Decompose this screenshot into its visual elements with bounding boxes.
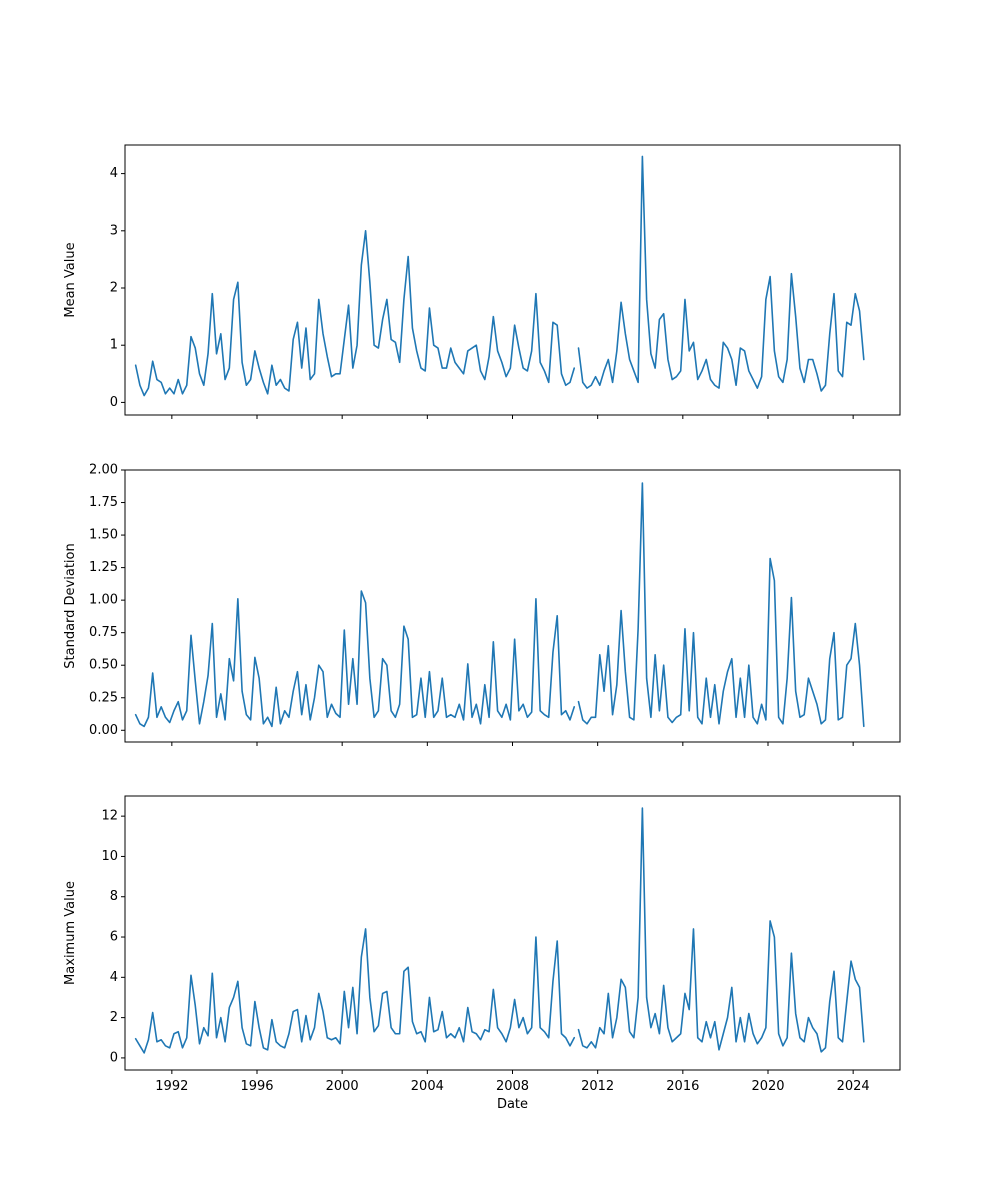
standard-deviation-axes-frame [124,469,901,743]
standard-deviation-y-tick-label: 0.25 [89,690,118,705]
mean-value-series-line-1 [577,155,865,392]
mean-value-y-tick-label: 4 [110,166,118,181]
standard-deviation-y-tick-label: 0.00 [89,723,118,738]
maximum-value-y-tick-label: 8 [110,889,118,904]
maximum-value-series-line-1 [577,807,865,1053]
maximum-value-y-tick-label: 12 [101,809,118,824]
maximum-value-x-axis-label: Date [497,1097,528,1112]
mean-value-y-tick-label: 2 [110,281,118,296]
standard-deviation-y-tick-label: 1.25 [89,560,118,575]
mean-value-panel: 0 1 2 3 4 Mean Value [63,144,901,419]
standard-deviation-y-tick-label: 1.00 [89,593,118,608]
maximum-value-x-tick-label: 2004 [411,1079,444,1094]
standard-deviation-y-tick-label: 1.50 [89,528,118,543]
maximum-value-axes-frame [124,795,901,1071]
maximum-value-y-axis-label: Maximum Value [63,881,78,985]
maximum-value-x-tick-label: 1992 [155,1079,188,1094]
standard-deviation-y-tick-label: 1.75 [89,495,118,510]
maximum-value-x-tick-label: 2000 [326,1079,359,1094]
maximum-value-x-tick-label: 2016 [666,1079,699,1094]
maximum-value-x-tick-label: 2024 [837,1079,870,1094]
maximum-value-y-tick-label: 4 [110,970,118,985]
maximum-value-y-tick-label: 0 [110,1050,118,1065]
standard-deviation-series-line-0 [134,590,576,728]
maximum-value-panel: 0 2 4 6 8 10 12 1992 1996 2000 2004 2008 2012 2016 202… [63,795,901,1112]
standard-deviation-panel: 0.00 0.25 0.50 0.75 1.00 1.25 1.50 1.75 2.00 Stan… [63,463,901,746]
maximum-value-y-tick-label: 10 [101,849,118,864]
maximum-value-y-tick-label: 2 [110,1010,118,1025]
maximum-value-series-line-0 [134,928,576,1054]
mean-value-y-tick-label: 1 [110,338,118,353]
standard-deviation-y-tick-label: 2.00 [89,463,118,478]
maximum-value-x-tick-label: 2008 [496,1079,529,1094]
mean-value-y-tick-label: 0 [110,395,118,410]
standard-deviation-series-line-1 [577,482,865,728]
mean-value-series-line-0 [134,230,576,397]
standard-deviation-y-tick-label: 0.75 [89,625,118,640]
standard-deviation-y-tick-label: 0.50 [89,658,118,673]
mean-value-y-tick-label: 3 [110,223,118,238]
maximum-value-x-tick-label: 2020 [751,1079,784,1094]
mean-value-y-axis-label: Mean Value [63,242,78,317]
maximum-value-y-tick-label: 6 [110,930,118,945]
maximum-value-x-tick-label: 1996 [240,1079,273,1094]
maximum-value-x-tick-label: 2012 [581,1079,614,1094]
standard-deviation-y-axis-label: Standard Deviation [63,543,78,668]
